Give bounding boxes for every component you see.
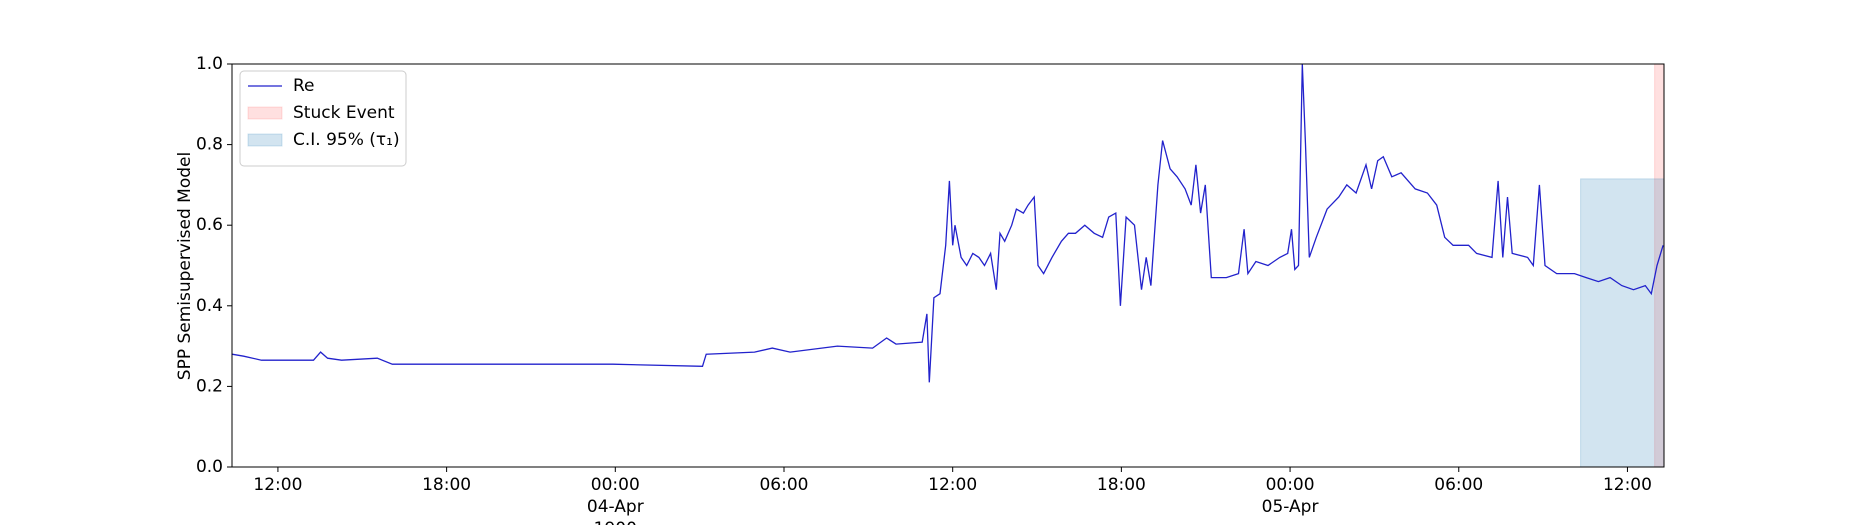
x-tick-label: 06:00 [1434,475,1484,495]
x-tick-label: 00:00 04-Apr 1900 [586,475,644,525]
x-tick-label: 12:00 [1602,475,1652,495]
y-tick-label: 0.2 [196,376,223,396]
y-tick-label: 0.6 [196,215,223,235]
plot-frame [231,63,1665,468]
legend-label: Stuck Event [293,103,395,123]
y-tick-label: 0.8 [196,135,223,155]
y-tick-label: 0.0 [196,457,223,477]
x-tick-label: 18:00 [422,475,472,495]
x-tick-label: 18:00 [1096,475,1146,495]
legend-swatch [247,133,283,147]
y-axis-label: SPP Semisupervised Model [175,152,195,380]
x-tick-label: 12:00 [928,475,978,495]
x-tick-label: 00:00 05-Apr [1261,475,1319,517]
legend-box [239,70,407,167]
legend-label: Re [293,76,315,96]
span [1580,178,1665,468]
y-tick-label: 0.4 [196,296,223,316]
legend-label: C.I. 95% (τ₁) [293,130,400,150]
x-tick-label: 12:00 [253,475,303,495]
data-line [231,63,1664,383]
legend-swatch [247,106,283,120]
y-tick-label: 1.0 [196,54,223,74]
x-tick-label: 06:00 [759,475,809,495]
